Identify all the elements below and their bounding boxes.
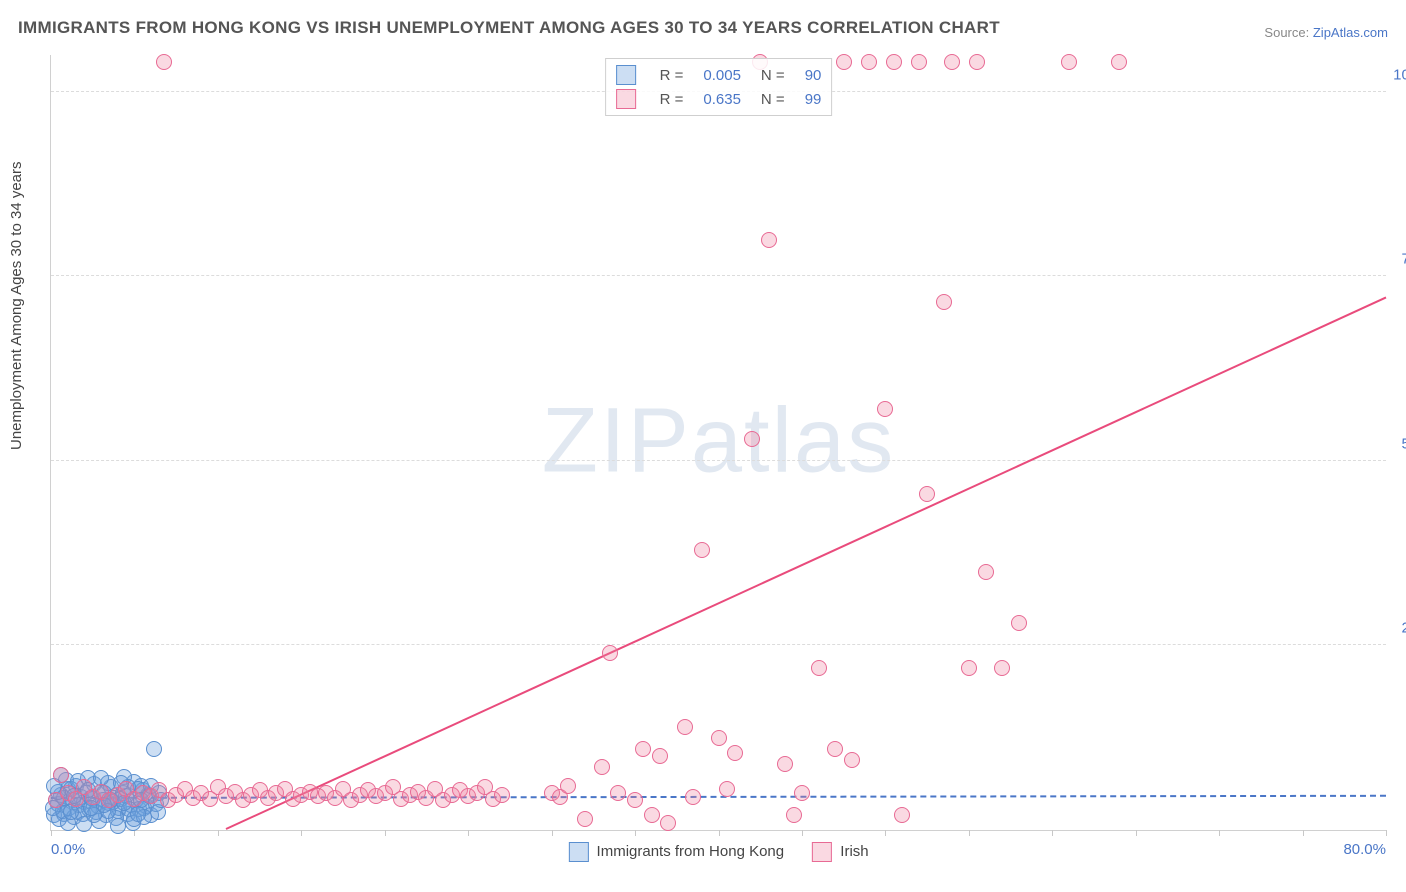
y-tick-label: 100.0% (1393, 66, 1406, 83)
data-point-irish (577, 811, 593, 827)
legend-item: Irish (812, 843, 869, 860)
legend-label: Immigrants from Hong Kong (597, 843, 785, 860)
data-point-irish (594, 759, 610, 775)
legend-swatch-hk (616, 65, 636, 85)
data-point-irish (156, 54, 172, 70)
data-point-irish (1011, 615, 1027, 631)
data-point-hk (146, 741, 162, 757)
data-point-irish (1061, 54, 1077, 70)
data-point-irish (610, 785, 626, 801)
x-tick (885, 830, 886, 836)
data-point-irish (811, 660, 827, 676)
x-tick (1386, 830, 1387, 836)
gridline (51, 275, 1386, 276)
source-label: Source: (1264, 25, 1309, 40)
legend-r-hk: 0.005 (693, 63, 751, 87)
x-tick (719, 830, 720, 836)
legend-swatch (568, 842, 588, 862)
gridline (51, 460, 1386, 461)
x-tick (552, 830, 553, 836)
data-point-irish (961, 660, 977, 676)
data-point-irish (936, 294, 952, 310)
data-point-irish (994, 660, 1010, 676)
data-point-irish (944, 54, 960, 70)
y-tick-label: 25.0% (1401, 620, 1406, 637)
watermark-zip: ZIP (542, 389, 691, 491)
trend-line-irish (226, 297, 1387, 830)
x-tick (1219, 830, 1220, 836)
chart-title: IMMIGRANTS FROM HONG KONG VS IRISH UNEMP… (18, 18, 1000, 38)
y-tick-label: 75.0% (1401, 251, 1406, 268)
legend-swatch-irish (616, 89, 636, 109)
data-point-irish (635, 741, 651, 757)
legend-item: Immigrants from Hong Kong (568, 843, 784, 860)
data-point-irish (777, 756, 793, 772)
data-point-irish (794, 785, 810, 801)
legend-n-hk: 90 (795, 63, 832, 87)
data-point-irish (861, 54, 877, 70)
data-point-irish (827, 741, 843, 757)
data-point-irish (694, 542, 710, 558)
data-point-irish (786, 807, 802, 823)
source-credit: Source: ZipAtlas.com (1264, 25, 1388, 40)
data-point-hk (130, 806, 146, 822)
data-point-irish (1111, 54, 1127, 70)
x-tick (51, 830, 52, 836)
x-tick (1052, 830, 1053, 836)
watermark: ZIPatlas (542, 388, 895, 493)
data-point-irish (836, 54, 852, 70)
data-point-irish (761, 232, 777, 248)
gridline (51, 644, 1386, 645)
data-point-irish (727, 745, 743, 761)
correlation-legend: R =0.005N =90R =0.635N =99 (605, 58, 833, 116)
data-point-irish (744, 431, 760, 447)
legend-n-irish: 99 (795, 87, 832, 111)
x-tick (134, 830, 135, 836)
data-point-hk (110, 818, 126, 834)
data-point-irish (978, 564, 994, 580)
data-point-irish (877, 401, 893, 417)
x-tick (635, 830, 636, 836)
data-point-irish (652, 748, 668, 764)
source-value: ZipAtlas.com (1313, 25, 1388, 40)
data-point-irish (919, 486, 935, 502)
data-point-irish (660, 815, 676, 831)
watermark-atlas: atlas (691, 389, 895, 491)
data-point-irish (719, 781, 735, 797)
data-point-irish (53, 767, 69, 783)
data-point-irish (560, 778, 576, 794)
y-tick-label: 50.0% (1401, 435, 1406, 452)
data-point-irish (894, 807, 910, 823)
data-point-irish (494, 787, 510, 803)
x-tick (969, 830, 970, 836)
data-point-irish (602, 645, 618, 661)
legend-r-irish: 0.635 (693, 87, 751, 111)
data-point-irish (844, 752, 860, 768)
x-tick-label: 80.0% (1343, 841, 1386, 858)
x-tick (1136, 830, 1137, 836)
data-point-irish (711, 730, 727, 746)
x-tick (385, 830, 386, 836)
data-point-irish (911, 54, 927, 70)
legend-swatch (812, 842, 832, 862)
x-tick (218, 830, 219, 836)
x-tick (301, 830, 302, 836)
x-tick-label: 0.0% (51, 841, 85, 858)
data-point-irish (644, 807, 660, 823)
series-legend: Immigrants from Hong Kong Irish (554, 842, 882, 862)
x-tick (468, 830, 469, 836)
scatter-plot: ZIPatlas 25.0%50.0%75.0%100.0%0.0%80.0%R… (50, 55, 1386, 831)
data-point-irish (677, 719, 693, 735)
x-tick (1303, 830, 1304, 836)
data-point-irish (886, 54, 902, 70)
data-point-irish (969, 54, 985, 70)
x-tick (802, 830, 803, 836)
legend-label: Irish (840, 843, 868, 860)
y-axis-label: Unemployment Among Ages 30 to 34 years (8, 161, 25, 450)
data-point-irish (627, 792, 643, 808)
data-point-irish (685, 789, 701, 805)
